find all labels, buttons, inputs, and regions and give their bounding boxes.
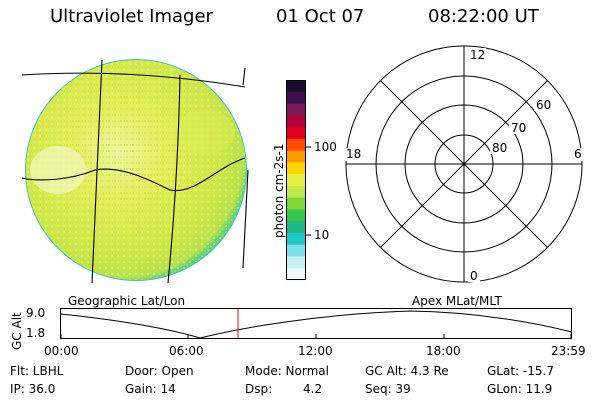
altitude-ytick-top: 9.0	[26, 306, 46, 320]
colorbar-segment	[286, 150, 306, 163]
time-label: 08:22:00 UT	[428, 6, 539, 27]
colorbar-segment	[286, 256, 306, 269]
seq-readout: Seq: 39	[365, 382, 411, 396]
colorbar-border	[286, 80, 306, 280]
colorbar-segment	[286, 162, 306, 175]
gain-readout: Gain: 14	[125, 382, 176, 396]
mlat-label-70: 70	[511, 121, 526, 135]
colorbar-segment	[286, 103, 306, 116]
apex-mlat-mlt-label: Apex MLat/MLT	[412, 294, 502, 308]
colorbar-tick-100: 100	[314, 140, 337, 154]
colorbar-segment	[286, 185, 306, 199]
colorbar-segment	[286, 91, 306, 105]
colorbar-segment	[286, 244, 306, 258]
colorbar-segment	[286, 115, 306, 128]
mlat-label-60: 60	[536, 98, 551, 112]
dsp-label: Dsp:	[245, 382, 273, 396]
filter-readout: Flt: LBHL	[10, 364, 64, 378]
mlt-label-0: 0	[470, 269, 478, 283]
colorbar-tick-10: 10	[314, 228, 330, 242]
colorbar-segment	[286, 197, 306, 211]
altitude-ylabel-text: GC Alt	[10, 312, 24, 350]
colorbar-segment	[286, 174, 306, 187]
colorbar-segment	[286, 138, 306, 152]
altitude-ylabel: GC Alt	[10, 312, 24, 350]
altitude-xtick-1800: 18:00	[426, 344, 461, 358]
colorbar-segment	[286, 232, 306, 246]
glon-readout: GLon: 11.9	[487, 382, 553, 396]
altitude-xtick-0000: 00:00	[44, 344, 79, 358]
mode-readout: Mode: Normal	[245, 364, 329, 378]
colorbar	[286, 80, 306, 281]
ip-readout: IP: 36.0	[10, 382, 56, 396]
geographic-latlon-label: Geographic Lat/Lon	[68, 294, 186, 308]
colorbar-label-text: photon cm-2s-1	[272, 143, 286, 239]
app-title: Ultraviolet Imager	[50, 6, 213, 27]
colorbar-ticks	[306, 146, 311, 236]
glat-readout: GLat: -15.7	[487, 364, 554, 378]
mlat-label-80: 80	[492, 141, 507, 155]
altitude-xtick-0600: 06:00	[169, 344, 204, 358]
altitude-xtick-2359: 23:59	[551, 344, 586, 358]
gc-alt-readout: GC Alt: 4.3 Re	[365, 364, 449, 378]
polar-mlat-mlt-plot: 12 0 18 6 60 70 80	[344, 45, 584, 283]
dsp-value: 4.2	[303, 382, 323, 396]
altitude-xtick-1200: 12:00	[298, 344, 333, 358]
date-label: 01 Oct 07	[276, 6, 365, 27]
mlt-label-18: 18	[346, 147, 361, 161]
mlt-label-12: 12	[470, 48, 485, 62]
altitude-ytick-bottom: 1.8	[26, 326, 46, 340]
colorbar-segment	[286, 221, 306, 234]
colorbar-segment	[286, 80, 306, 93]
colorbar-segment	[286, 209, 306, 222]
door-readout: Door: Open	[125, 364, 194, 378]
altitude-plot	[60, 308, 572, 339]
colorbar-label: photon cm-2s-1	[272, 144, 286, 239]
uv-earth-image	[21, 59, 249, 284]
geo-grid-lines	[21, 59, 249, 284]
mlt-label-6: 6	[574, 147, 582, 161]
colorbar-segment	[286, 127, 306, 140]
colorbar-segment	[286, 268, 306, 281]
